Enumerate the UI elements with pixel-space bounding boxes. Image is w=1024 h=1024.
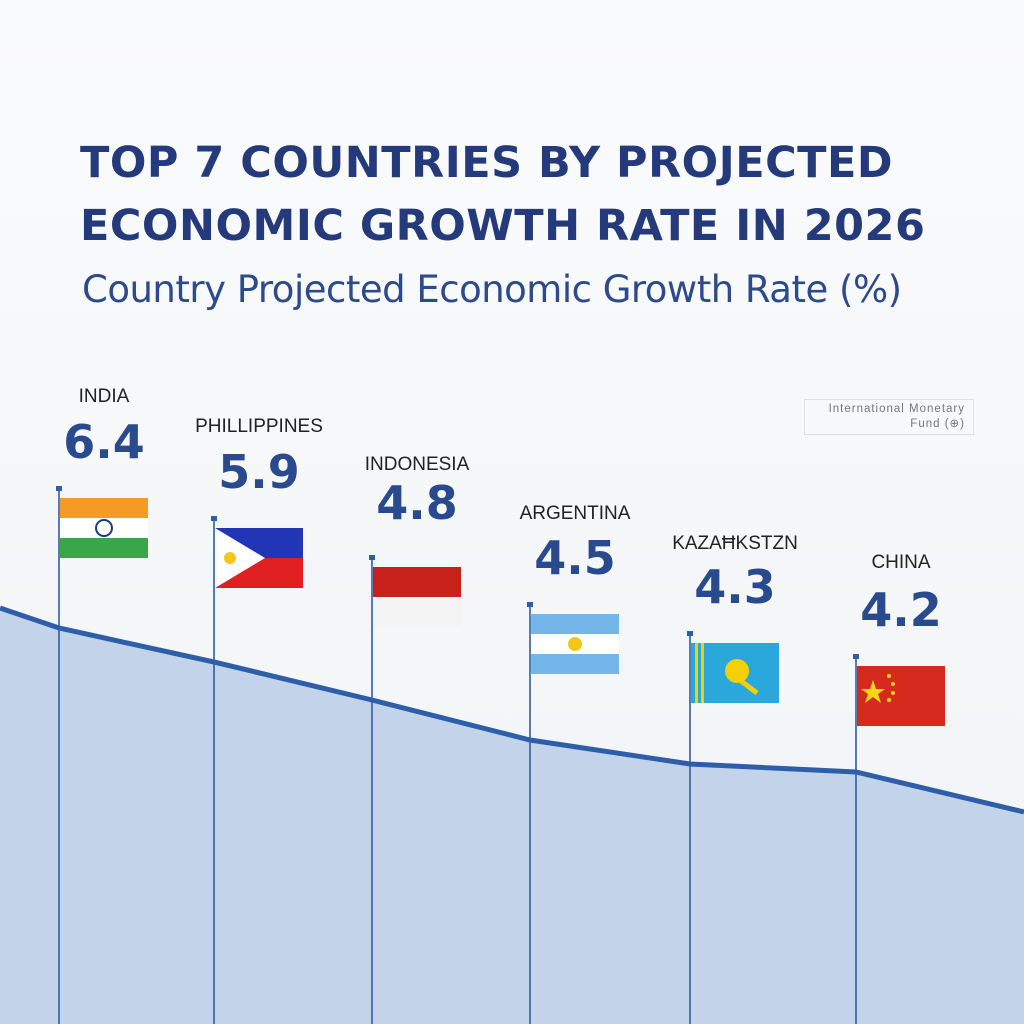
source-line-1: International Monetary xyxy=(828,403,965,415)
source-box: International Monetary Fund (⊕) xyxy=(804,399,974,435)
source-line-2: Fund (⊕) xyxy=(910,418,965,430)
category-label: INDONESIA xyxy=(364,454,470,475)
chart-subtitle: Country Projected Economic Growth Rate (… xyxy=(82,268,902,311)
value-label: 4.8 xyxy=(376,476,458,530)
pole-cap xyxy=(56,486,62,491)
value-label: 5.9 xyxy=(218,445,300,499)
area-fill xyxy=(0,608,1024,1024)
value-label: 4.5 xyxy=(534,531,616,585)
category-label: ARGENTINA xyxy=(519,503,631,524)
series-line xyxy=(0,605,1024,815)
pole-cap xyxy=(527,602,533,607)
kazakhstan-flag xyxy=(691,643,779,703)
chart-title: TOP 7 COUNTRIES BY PROJECTED ECONOMIC GR… xyxy=(80,138,926,251)
argentina-flag xyxy=(531,614,619,674)
value-label: 4.2 xyxy=(860,583,942,637)
pole-cap xyxy=(853,654,859,659)
pole-cap xyxy=(687,631,693,636)
value-label: 4.3 xyxy=(694,560,776,614)
pole-cap xyxy=(211,516,217,521)
category-label: CHINA xyxy=(871,552,931,573)
indonesia-flag xyxy=(373,567,461,627)
category-label: KAZAĦKSTZN xyxy=(672,533,798,554)
category-label: INDIA xyxy=(78,386,130,407)
china-flag xyxy=(857,666,945,726)
value-label: 6.4 xyxy=(63,415,145,469)
category-label: PHILLIPPINES xyxy=(195,416,323,437)
india-flag xyxy=(60,498,148,558)
pole-cap xyxy=(369,555,375,560)
philippines-flag xyxy=(215,528,303,588)
